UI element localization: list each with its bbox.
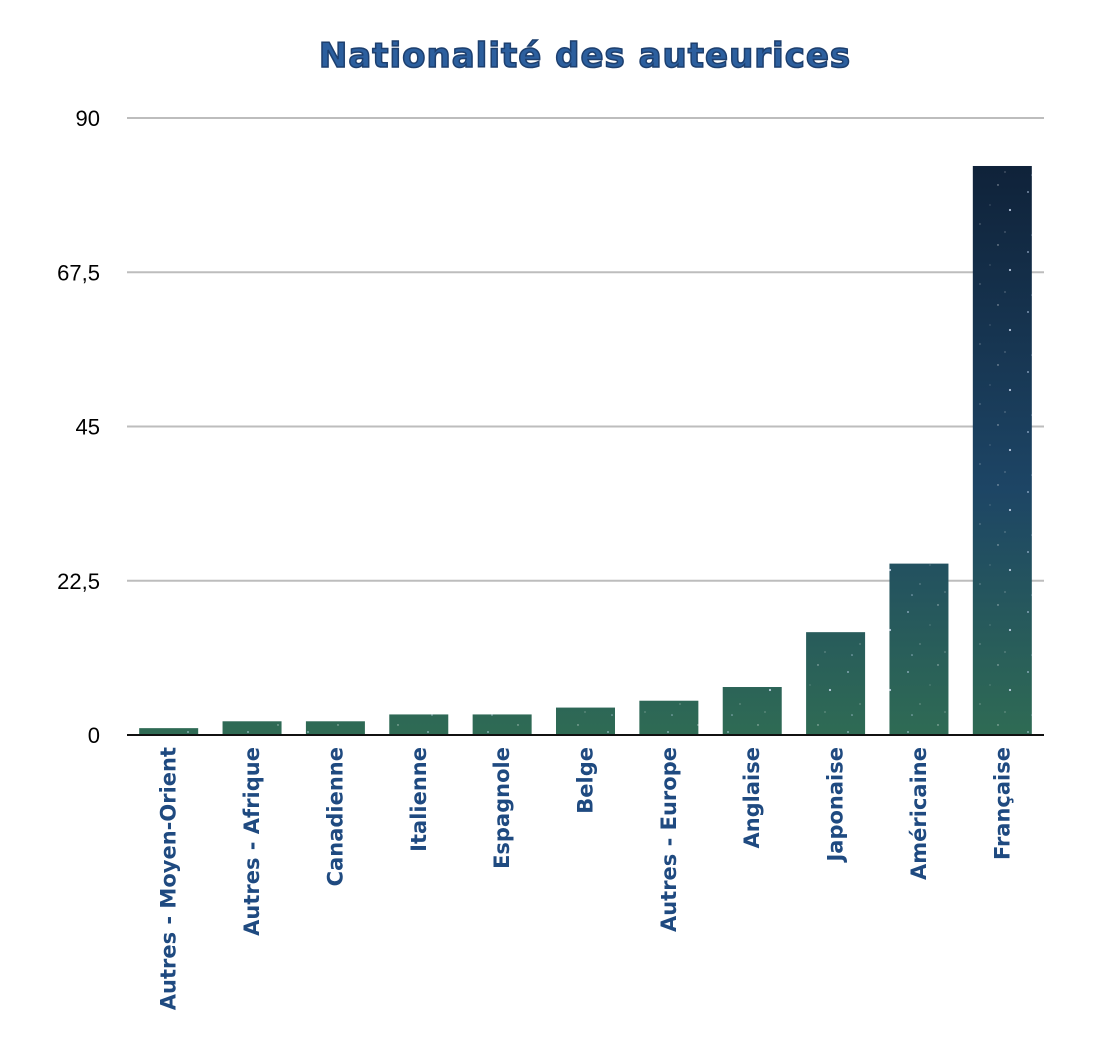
y-tick-label: 90: [76, 106, 100, 131]
bar-stars: [639, 700, 699, 735]
x-tick-label: Française: [990, 747, 1014, 860]
x-tick-label: Autres - Afrique: [240, 747, 264, 936]
bar: [305, 721, 365, 735]
x-tick-label: Japonaise: [824, 747, 848, 864]
gridlines: [127, 117, 1044, 582]
x-tick-label: Espagnole: [490, 747, 514, 869]
bar-stars: [556, 707, 615, 735]
bar-stars: [139, 728, 199, 735]
bar-stars: [972, 165, 1032, 735]
bar-stars: [222, 721, 282, 735]
chart-title: Nationalité des auteurices: [318, 35, 852, 77]
x-tick-label: Belge: [574, 747, 598, 814]
x-tick-label: Autres - Europe: [657, 747, 681, 932]
x-tick-label: Italienne: [407, 747, 431, 852]
bar-stars: [889, 563, 949, 735]
x-tick-label: Canadienne: [323, 747, 347, 886]
bar: [389, 714, 449, 735]
y-tick-label: 45: [76, 415, 100, 440]
bar-stars: [806, 632, 866, 735]
bar-stars: [722, 687, 782, 735]
bar: [972, 165, 1032, 735]
y-tick-label: 0: [88, 723, 100, 748]
bar-stars: [389, 714, 449, 735]
bar: [806, 632, 866, 735]
bar: [722, 687, 782, 735]
bar: [139, 728, 199, 735]
y-tick-label: 67,5: [57, 260, 100, 285]
x-axis-ticks: Autres - Moyen-Orient Autres - Afrique Can…: [157, 747, 1015, 1010]
bar: [472, 714, 532, 735]
bar: [556, 707, 615, 735]
bar: [889, 563, 949, 735]
bar-stars: [305, 721, 365, 735]
x-tick-label: Autres - Moyen-Orient: [157, 747, 181, 1010]
y-tick-label: 22,5: [57, 569, 100, 594]
bar-stars: [472, 714, 532, 735]
bar: [222, 721, 282, 735]
x-tick-label: Américaine: [907, 747, 931, 880]
bar: [639, 700, 699, 735]
bars: [139, 165, 1032, 735]
x-tick-label: Anglaise: [740, 747, 764, 849]
y-axis-ticks: 0 22,5 45 67,5 90: [57, 106, 100, 748]
